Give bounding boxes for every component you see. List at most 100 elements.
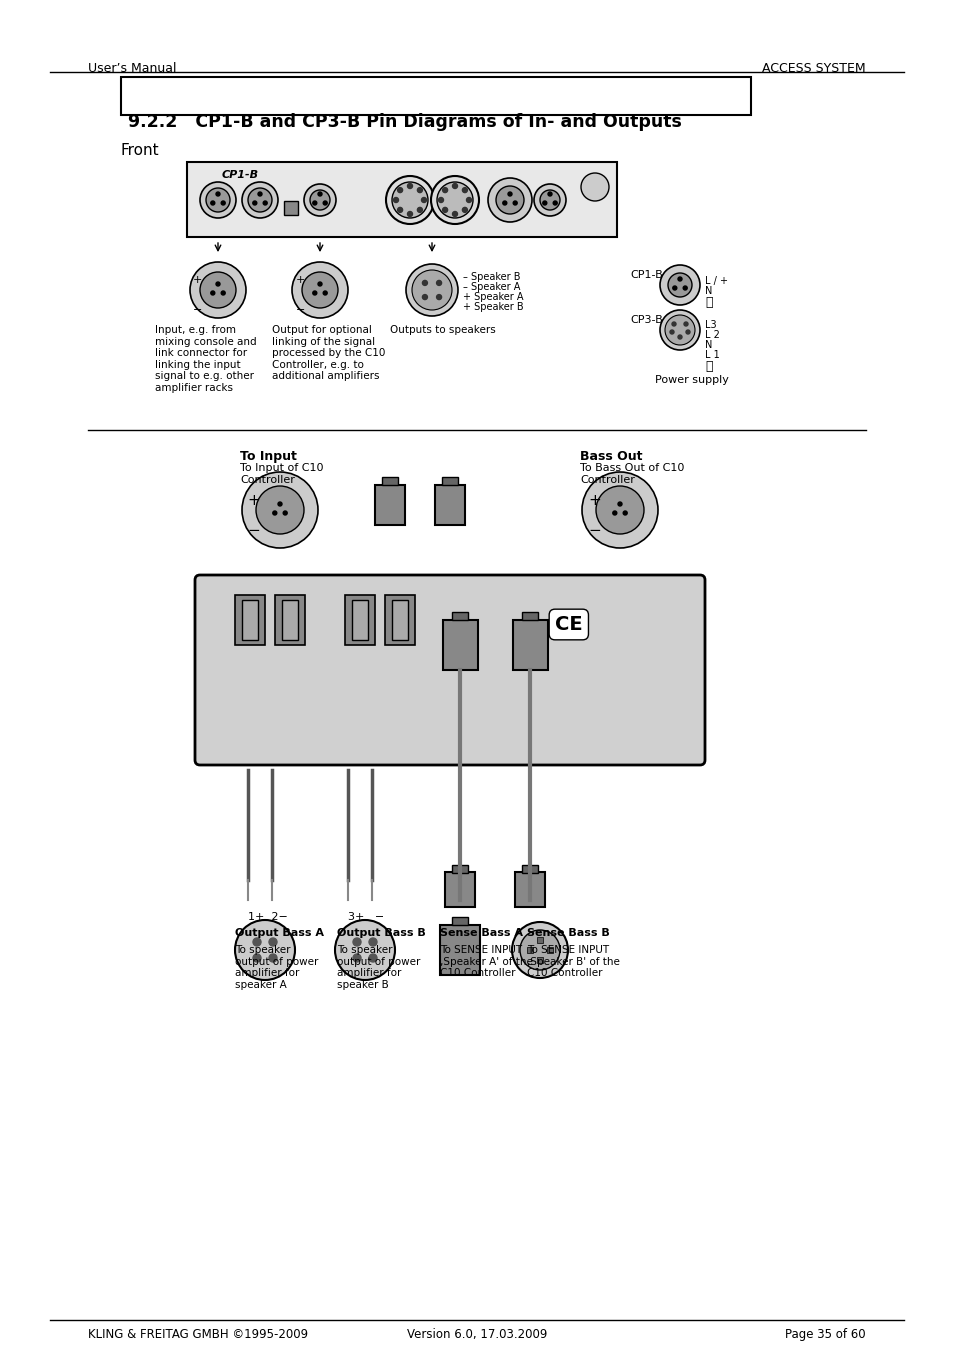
- Bar: [521, 865, 537, 873]
- Text: ⏚: ⏚: [704, 296, 712, 309]
- Circle shape: [211, 290, 214, 295]
- Text: L / +: L / +: [704, 276, 727, 286]
- Bar: [274, 594, 305, 644]
- Circle shape: [253, 954, 261, 962]
- Bar: [375, 485, 405, 526]
- Circle shape: [277, 503, 282, 507]
- Bar: [537, 938, 542, 943]
- Circle shape: [317, 282, 322, 286]
- Text: CE: CE: [555, 615, 582, 634]
- Circle shape: [669, 330, 673, 334]
- Circle shape: [253, 201, 256, 205]
- Bar: [435, 485, 464, 526]
- Circle shape: [534, 184, 565, 216]
- Text: Controller: Controller: [240, 476, 294, 485]
- Text: To SENSE INPUT
,Speaker B' of the
C10 Controller: To SENSE INPUT ,Speaker B' of the C10 Co…: [526, 944, 619, 978]
- Circle shape: [323, 201, 327, 205]
- Circle shape: [407, 212, 412, 216]
- Circle shape: [438, 197, 443, 203]
- Circle shape: [452, 184, 457, 189]
- Bar: [526, 947, 533, 952]
- Circle shape: [542, 201, 546, 205]
- Circle shape: [496, 186, 523, 213]
- Bar: [441, 477, 457, 485]
- Circle shape: [397, 188, 402, 193]
- Circle shape: [462, 188, 467, 193]
- Circle shape: [417, 208, 422, 212]
- Bar: [513, 620, 547, 670]
- Text: – Speaker B: – Speaker B: [462, 272, 520, 282]
- Circle shape: [310, 190, 330, 209]
- Circle shape: [682, 286, 686, 290]
- Circle shape: [323, 290, 327, 295]
- Circle shape: [304, 184, 335, 216]
- Circle shape: [488, 178, 532, 222]
- Circle shape: [406, 263, 457, 316]
- Circle shape: [255, 486, 304, 534]
- Circle shape: [671, 322, 676, 326]
- Text: To SENSE INPUT
,Speaker A' of the
C10 Controller: To SENSE INPUT ,Speaker A' of the C10 Co…: [439, 944, 533, 978]
- Text: Output Bass B: Output Bass B: [336, 928, 425, 938]
- Text: 9.2.2   CP1-B and CP3-B Pin Diagrams of In- and Outputs: 9.2.2 CP1-B and CP3-B Pin Diagrams of In…: [128, 113, 681, 131]
- Circle shape: [539, 190, 559, 209]
- Bar: [234, 594, 265, 644]
- Text: – Speaker A: – Speaker A: [462, 282, 519, 292]
- Text: To Bass Out of C10: To Bass Out of C10: [579, 463, 683, 473]
- Text: −: −: [247, 523, 259, 538]
- Circle shape: [221, 201, 225, 205]
- Circle shape: [622, 511, 626, 515]
- Text: N: N: [704, 340, 712, 350]
- Text: 1+  2−: 1+ 2−: [248, 912, 288, 921]
- Text: Page 35 of 60: Page 35 of 60: [784, 1328, 865, 1342]
- Text: CP3-B: CP3-B: [629, 315, 662, 326]
- Text: + Speaker A: + Speaker A: [462, 292, 523, 303]
- Text: −: −: [193, 305, 202, 315]
- Circle shape: [553, 201, 557, 205]
- Circle shape: [242, 182, 277, 218]
- Text: L3: L3: [704, 320, 716, 330]
- Circle shape: [417, 188, 422, 193]
- FancyBboxPatch shape: [194, 576, 704, 765]
- Circle shape: [397, 208, 402, 212]
- Bar: [352, 600, 368, 640]
- Text: CP1-B: CP1-B: [222, 170, 259, 180]
- Circle shape: [507, 192, 512, 196]
- Circle shape: [685, 330, 689, 334]
- Circle shape: [200, 272, 235, 308]
- Text: To Input of C10: To Input of C10: [240, 463, 323, 473]
- Bar: [452, 865, 468, 873]
- Text: L 1: L 1: [704, 350, 719, 359]
- Text: N: N: [704, 286, 712, 296]
- Text: +: +: [587, 493, 600, 508]
- Text: Sense Bass B: Sense Bass B: [526, 928, 609, 938]
- Circle shape: [242, 471, 317, 549]
- Circle shape: [221, 290, 225, 295]
- Circle shape: [269, 954, 276, 962]
- Text: ACCESS SYSTEM: ACCESS SYSTEM: [761, 62, 865, 76]
- Text: +: +: [295, 276, 305, 285]
- Circle shape: [612, 511, 617, 515]
- Circle shape: [422, 281, 427, 285]
- Text: Output Bass A: Output Bass A: [234, 928, 324, 938]
- Circle shape: [392, 182, 428, 218]
- Bar: [439, 925, 479, 975]
- Bar: [392, 600, 408, 640]
- Text: L 2: L 2: [704, 330, 720, 340]
- Text: −: −: [295, 305, 305, 315]
- Circle shape: [466, 197, 471, 203]
- Circle shape: [431, 176, 478, 224]
- Text: Controller: Controller: [579, 476, 634, 485]
- FancyBboxPatch shape: [121, 77, 750, 115]
- Text: +: +: [193, 276, 202, 285]
- Circle shape: [502, 201, 506, 205]
- Bar: [442, 620, 477, 670]
- Circle shape: [436, 295, 441, 300]
- Circle shape: [200, 182, 235, 218]
- Bar: [282, 600, 297, 640]
- Circle shape: [257, 192, 262, 196]
- Text: 3+   −: 3+ −: [348, 912, 384, 921]
- Circle shape: [664, 315, 695, 345]
- Circle shape: [581, 471, 658, 549]
- Text: −: −: [587, 523, 600, 538]
- Bar: [515, 871, 544, 907]
